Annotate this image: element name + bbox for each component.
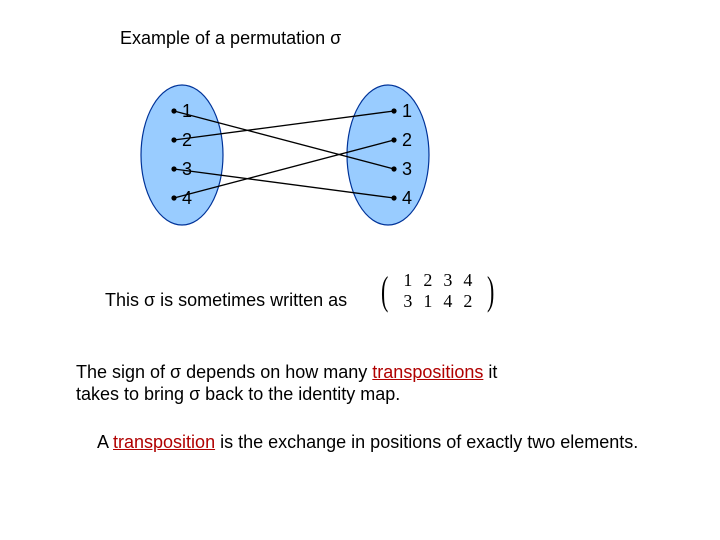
point-dot: [171, 166, 176, 171]
point-label: 4: [182, 188, 192, 208]
slide-title: Example of a permutation σ: [120, 28, 341, 49]
matrix-cell: 2: [418, 270, 438, 291]
notation-sentence-text: This σ is sometimes written as: [105, 290, 347, 310]
matrix-cell: 1: [418, 291, 438, 312]
matrix-cell: 3: [438, 270, 458, 291]
point-dot: [391, 137, 396, 142]
point-dot: [171, 137, 176, 142]
point-label: 3: [182, 159, 192, 179]
point-label: 1: [182, 101, 192, 121]
permutation-diagram: 1 2 3 4 1 2 3 4: [130, 75, 440, 235]
point-label: 2: [402, 130, 412, 150]
keyword-transpositions: transpositions: [372, 362, 483, 382]
matrix-rows: 1234 3142: [396, 270, 480, 311]
point-label: 4: [402, 188, 412, 208]
matrix-cell: 3: [398, 291, 418, 312]
text-fragment: The sign of σ depends on how many: [76, 362, 372, 382]
text-fragment: is the exchange in positions of exactly …: [215, 432, 638, 452]
definition-sentence: A transposition is the exchange in posit…: [97, 432, 638, 453]
point-label: 3: [402, 159, 412, 179]
sign-sentence-line1: The sign of σ depends on how many transp…: [76, 362, 497, 383]
matrix-cell: 4: [458, 270, 478, 291]
point-label: 2: [182, 130, 192, 150]
point-dot: [391, 166, 396, 171]
text-fragment: it: [483, 362, 497, 382]
keyword-transposition: transposition: [113, 432, 215, 452]
point-dot: [171, 195, 176, 200]
matrix-cell: 2: [458, 291, 478, 312]
permutation-matrix: ( 1234 3142 ): [378, 270, 498, 311]
text-fragment: A: [97, 432, 113, 452]
matrix-bottom-row: 3142: [398, 291, 478, 312]
right-paren-icon: ): [487, 271, 494, 311]
left-paren-icon: (: [381, 271, 388, 311]
point-dot: [391, 108, 396, 113]
matrix-cell: 4: [438, 291, 458, 312]
notation-sentence: This σ is sometimes written as: [105, 290, 347, 311]
slide: Example of a permutation σ 1234 1234 Thi…: [0, 0, 720, 540]
right-set-ellipse: [347, 85, 429, 225]
point-label: 1: [402, 101, 412, 121]
point-dot: [391, 195, 396, 200]
matrix-cell: 1: [398, 270, 418, 291]
sign-sentence-line2: takes to bring σ back to the identity ma…: [76, 384, 400, 405]
matrix-top-row: 1234: [398, 270, 478, 291]
point-dot: [171, 108, 176, 113]
